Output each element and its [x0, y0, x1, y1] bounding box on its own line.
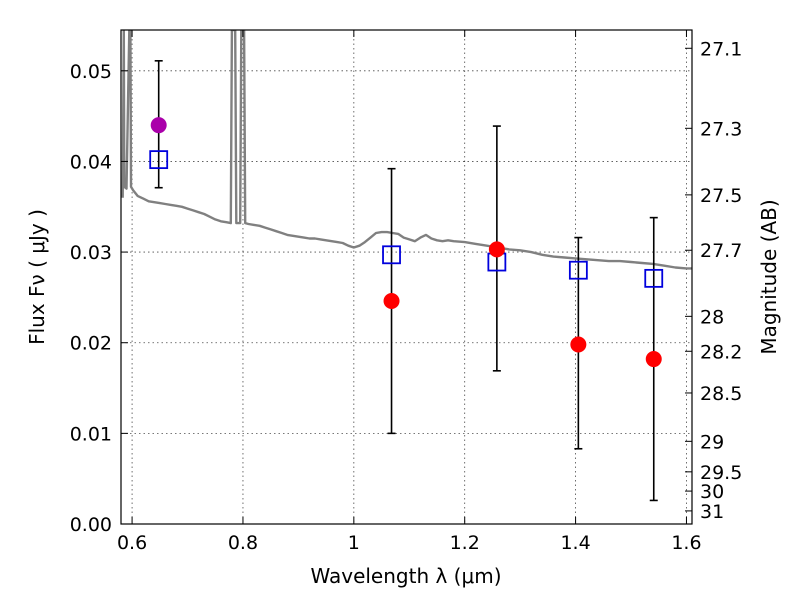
right-tick-label: 28.5 [700, 383, 742, 405]
right-tick-label: 29.5 [700, 462, 742, 484]
y-tick-label: 0.00 [70, 514, 112, 536]
x-tick-label: 0.8 [228, 532, 258, 554]
observed-point [383, 293, 400, 310]
sed-line-group [121, 30, 692, 270]
right-tick-label: 28.2 [700, 341, 742, 363]
model-point [644, 268, 664, 288]
grid-lines [121, 30, 692, 525]
right-tick-label: 27.1 [700, 38, 742, 60]
right-tick-label: 27.3 [700, 118, 742, 140]
right-tick-label: 31 [700, 501, 724, 523]
right-tick-label: 30 [700, 481, 724, 503]
observed-point [645, 351, 662, 368]
x-tick-label: 1.6 [671, 532, 701, 554]
x-tick-label: 1.4 [560, 532, 590, 554]
y-tick-label: 0.02 [70, 333, 112, 355]
observed-point [570, 336, 587, 353]
y-tick-label: 0.03 [70, 242, 112, 264]
x-axis: 0.6 0.8 1 1.2 1.4 1.6 [117, 30, 702, 554]
model-point [568, 260, 588, 280]
y-tick-label: 0.04 [70, 151, 112, 173]
observed-point-group [150, 117, 662, 368]
right-tick-label: 28 [700, 306, 724, 328]
right-tick-label: 29 [700, 431, 724, 453]
observed-point [150, 117, 167, 134]
right-tick-label: 27.5 [700, 185, 742, 207]
right-axis-label: Magnitude (AB) [757, 199, 781, 354]
y-axis: 0.00 0.01 0.02 0.03 0.04 0.05 [70, 61, 128, 536]
sed-line [121, 30, 692, 270]
plot-frame [120, 29, 693, 525]
right-tick-label: 27.7 [700, 240, 742, 262]
model-point-group [149, 150, 664, 288]
x-tick-label: 1.2 [450, 532, 480, 554]
y-axis-label: Flux Fν ( μJy ) [25, 209, 49, 345]
x-tick-label: 0.6 [117, 532, 147, 554]
y-tick-label: 0.05 [70, 61, 112, 83]
y-tick-label: 0.01 [70, 423, 112, 445]
x-axis-label: Wavelength λ (μm) [310, 564, 501, 588]
observed-point [488, 241, 505, 258]
x-tick-label: 1 [348, 532, 360, 554]
model-point [149, 150, 169, 170]
model-point [382, 245, 401, 265]
